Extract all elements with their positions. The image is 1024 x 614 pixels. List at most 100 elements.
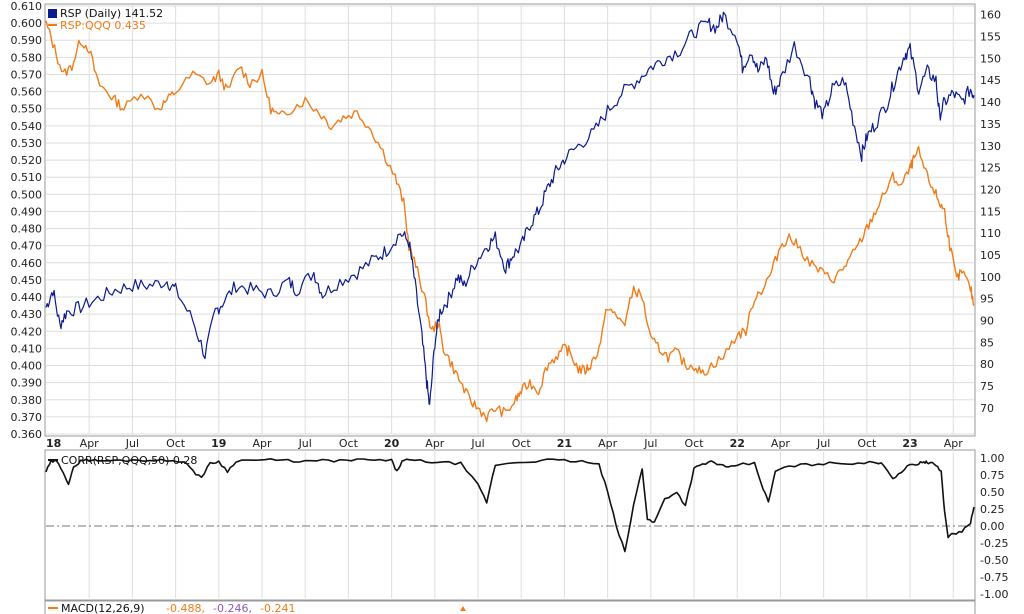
corr-axis-ticks: 1.00 0.75 0.50 0.25 0.00 -0.25 -0.50 -0.75 -1.00: [980, 452, 1008, 601]
main-panel-frame: [44, 3, 976, 437]
legend-macd-value-3: -0.241: [260, 602, 295, 614]
legend-ratio-label: RSP:QQQ 0.435: [60, 19, 146, 32]
x-tick-label: Jul: [470, 437, 484, 450]
left-tick-label: 0.470: [11, 240, 43, 253]
right-tick-label: 125: [980, 162, 1001, 175]
macd-panel-frame: [44, 600, 976, 614]
left-tick-label: 0.380: [11, 394, 43, 407]
corr-tick-label: 0.50: [980, 486, 1005, 499]
corr-tick-label: 1.00: [980, 452, 1005, 465]
right-tick-label: 80: [980, 358, 994, 371]
left-tick-label: 0.450: [11, 274, 43, 287]
left-tick-label: 0.560: [11, 86, 43, 99]
left-tick-label: 0.410: [11, 342, 43, 355]
left-tick-label: 0.390: [11, 377, 43, 390]
left-tick-label: 0.370: [11, 411, 43, 424]
x-tick-label: Apr: [771, 437, 791, 450]
legend-macd-label: MACD(12,26,9): [61, 602, 145, 614]
main-series-group: [45, 11, 975, 423]
left-tick-label: 0.510: [11, 171, 43, 184]
corr-panel-frame: [44, 449, 976, 601]
left-tick-label: 0.610: [11, 0, 43, 13]
x-tick-label: Apr: [80, 437, 100, 450]
right-tick-label: 130: [980, 140, 1001, 153]
legend-rsp-swatch: [48, 9, 57, 18]
right-tick-label: 95: [980, 293, 994, 306]
right-tick-label: 75: [980, 380, 994, 393]
left-axis-ticks: 0.610 0.600 0.590 0.580 0.570 0.560 0.550 0.540…: [11, 0, 43, 441]
corr-tick-label: 0.75: [980, 469, 1005, 482]
left-tick-label: 0.490: [11, 205, 43, 218]
left-tick-label: 0.590: [11, 34, 43, 47]
series-line-rsp-qqq-ratio: [45, 20, 975, 423]
corr-tick-label: -0.75: [980, 571, 1008, 584]
corr-gridlines: [46, 452, 974, 598]
right-tick-label: 145: [980, 74, 1001, 87]
left-tick-label: 0.600: [11, 17, 43, 30]
left-tick-label: 0.460: [11, 257, 43, 270]
left-tick-label: 0.420: [11, 325, 43, 338]
macd-marker: [460, 606, 466, 611]
x-axis-ticks: 18 Apr Jul Oct 19 Apr Jul Oct 20 Apr Jul Oct 21 Apr Ju…: [46, 437, 963, 450]
x-tick-label: Apr: [252, 437, 272, 450]
main-gridlines: [46, 5, 974, 435]
series-line-rsp: [45, 11, 975, 405]
left-tick-label: 0.400: [11, 360, 43, 373]
right-tick-label: 85: [980, 336, 994, 349]
x-tick-label: Apr: [425, 437, 445, 450]
x-tick-label: 22: [730, 437, 745, 450]
right-tick-label: 110: [980, 227, 1001, 240]
x-tick-label: Jul: [125, 437, 139, 450]
legend-rsp-label: RSP (Daily) 141.52: [60, 7, 163, 20]
x-tick-label: Oct: [857, 437, 877, 450]
series-line-correlation: [45, 458, 975, 553]
corr-tick-label: 0.00: [980, 520, 1005, 533]
right-tick-label: 150: [980, 52, 1001, 65]
left-tick-label: 0.580: [11, 51, 43, 64]
x-tick-label: Oct: [512, 437, 532, 450]
left-tick-label: 0.550: [11, 103, 43, 116]
legend-macd-value-2: -0.246,: [213, 602, 252, 614]
left-tick-label: 0.430: [11, 308, 43, 321]
legend-ratio: RSP:QQQ 0.435: [48, 19, 146, 32]
x-tick-label: Apr: [598, 437, 618, 450]
left-tick-label: 0.540: [11, 120, 43, 133]
right-tick-label: 70: [980, 402, 994, 415]
right-tick-label: 135: [980, 118, 1001, 131]
legend-macd-value-1: -0.488,: [166, 602, 205, 614]
x-tick-label: 21: [557, 437, 572, 450]
macd-panel: MACD(12,26,9) -0.488, -0.246, -0.241: [44, 600, 976, 614]
x-tick-label: Jul: [298, 437, 312, 450]
right-tick-label: 140: [980, 96, 1001, 109]
x-tick-label: Oct: [166, 437, 186, 450]
left-tick-label: 0.440: [11, 291, 43, 304]
right-tick-label: 115: [980, 205, 1001, 218]
x-tick-label: Apr: [944, 437, 964, 450]
corr-tick-label: 0.25: [980, 503, 1005, 516]
x-tick-label: 20: [384, 437, 400, 450]
x-tick-label: 18: [46, 437, 61, 450]
left-tick-label: 0.360: [11, 428, 43, 441]
corr-tick-label: -0.25: [980, 537, 1008, 550]
x-tick-label: Oct: [685, 437, 705, 450]
correlation-panel: 1.00 0.75 0.50 0.25 0.00 -0.25 -0.50 -0.75 -1.00…: [44, 449, 1008, 601]
corr-series-group: [45, 458, 975, 553]
x-tick-label: 23: [902, 437, 917, 450]
main-price-panel: 0.610 0.600 0.590 0.580 0.570 0.560 0.550 0.540…: [11, 0, 1002, 450]
corr-tick-label: -1.00: [980, 588, 1008, 601]
right-axis-ticks: 160 155 150 145 140 135 130 125 120 115 110 105 100 9…: [980, 9, 1001, 415]
right-tick-label: 105: [980, 249, 1001, 262]
legend-corr: CORR(RSP,QQQ,50) 0.28: [48, 454, 197, 467]
left-tick-label: 0.480: [11, 223, 43, 236]
right-tick-label: 155: [980, 31, 1001, 44]
left-tick-label: 0.500: [11, 188, 43, 201]
right-tick-label: 120: [980, 183, 1001, 196]
left-tick-label: 0.520: [11, 154, 43, 167]
legend-corr-label: CORR(RSP,QQQ,50) 0.28: [61, 454, 197, 467]
left-tick-label: 0.530: [11, 137, 43, 150]
legend-rsp: RSP (Daily) 141.52: [48, 7, 163, 20]
right-tick-label: 100: [980, 271, 1001, 284]
x-tick-label: 19: [211, 437, 226, 450]
x-tick-label: Jul: [816, 437, 830, 450]
